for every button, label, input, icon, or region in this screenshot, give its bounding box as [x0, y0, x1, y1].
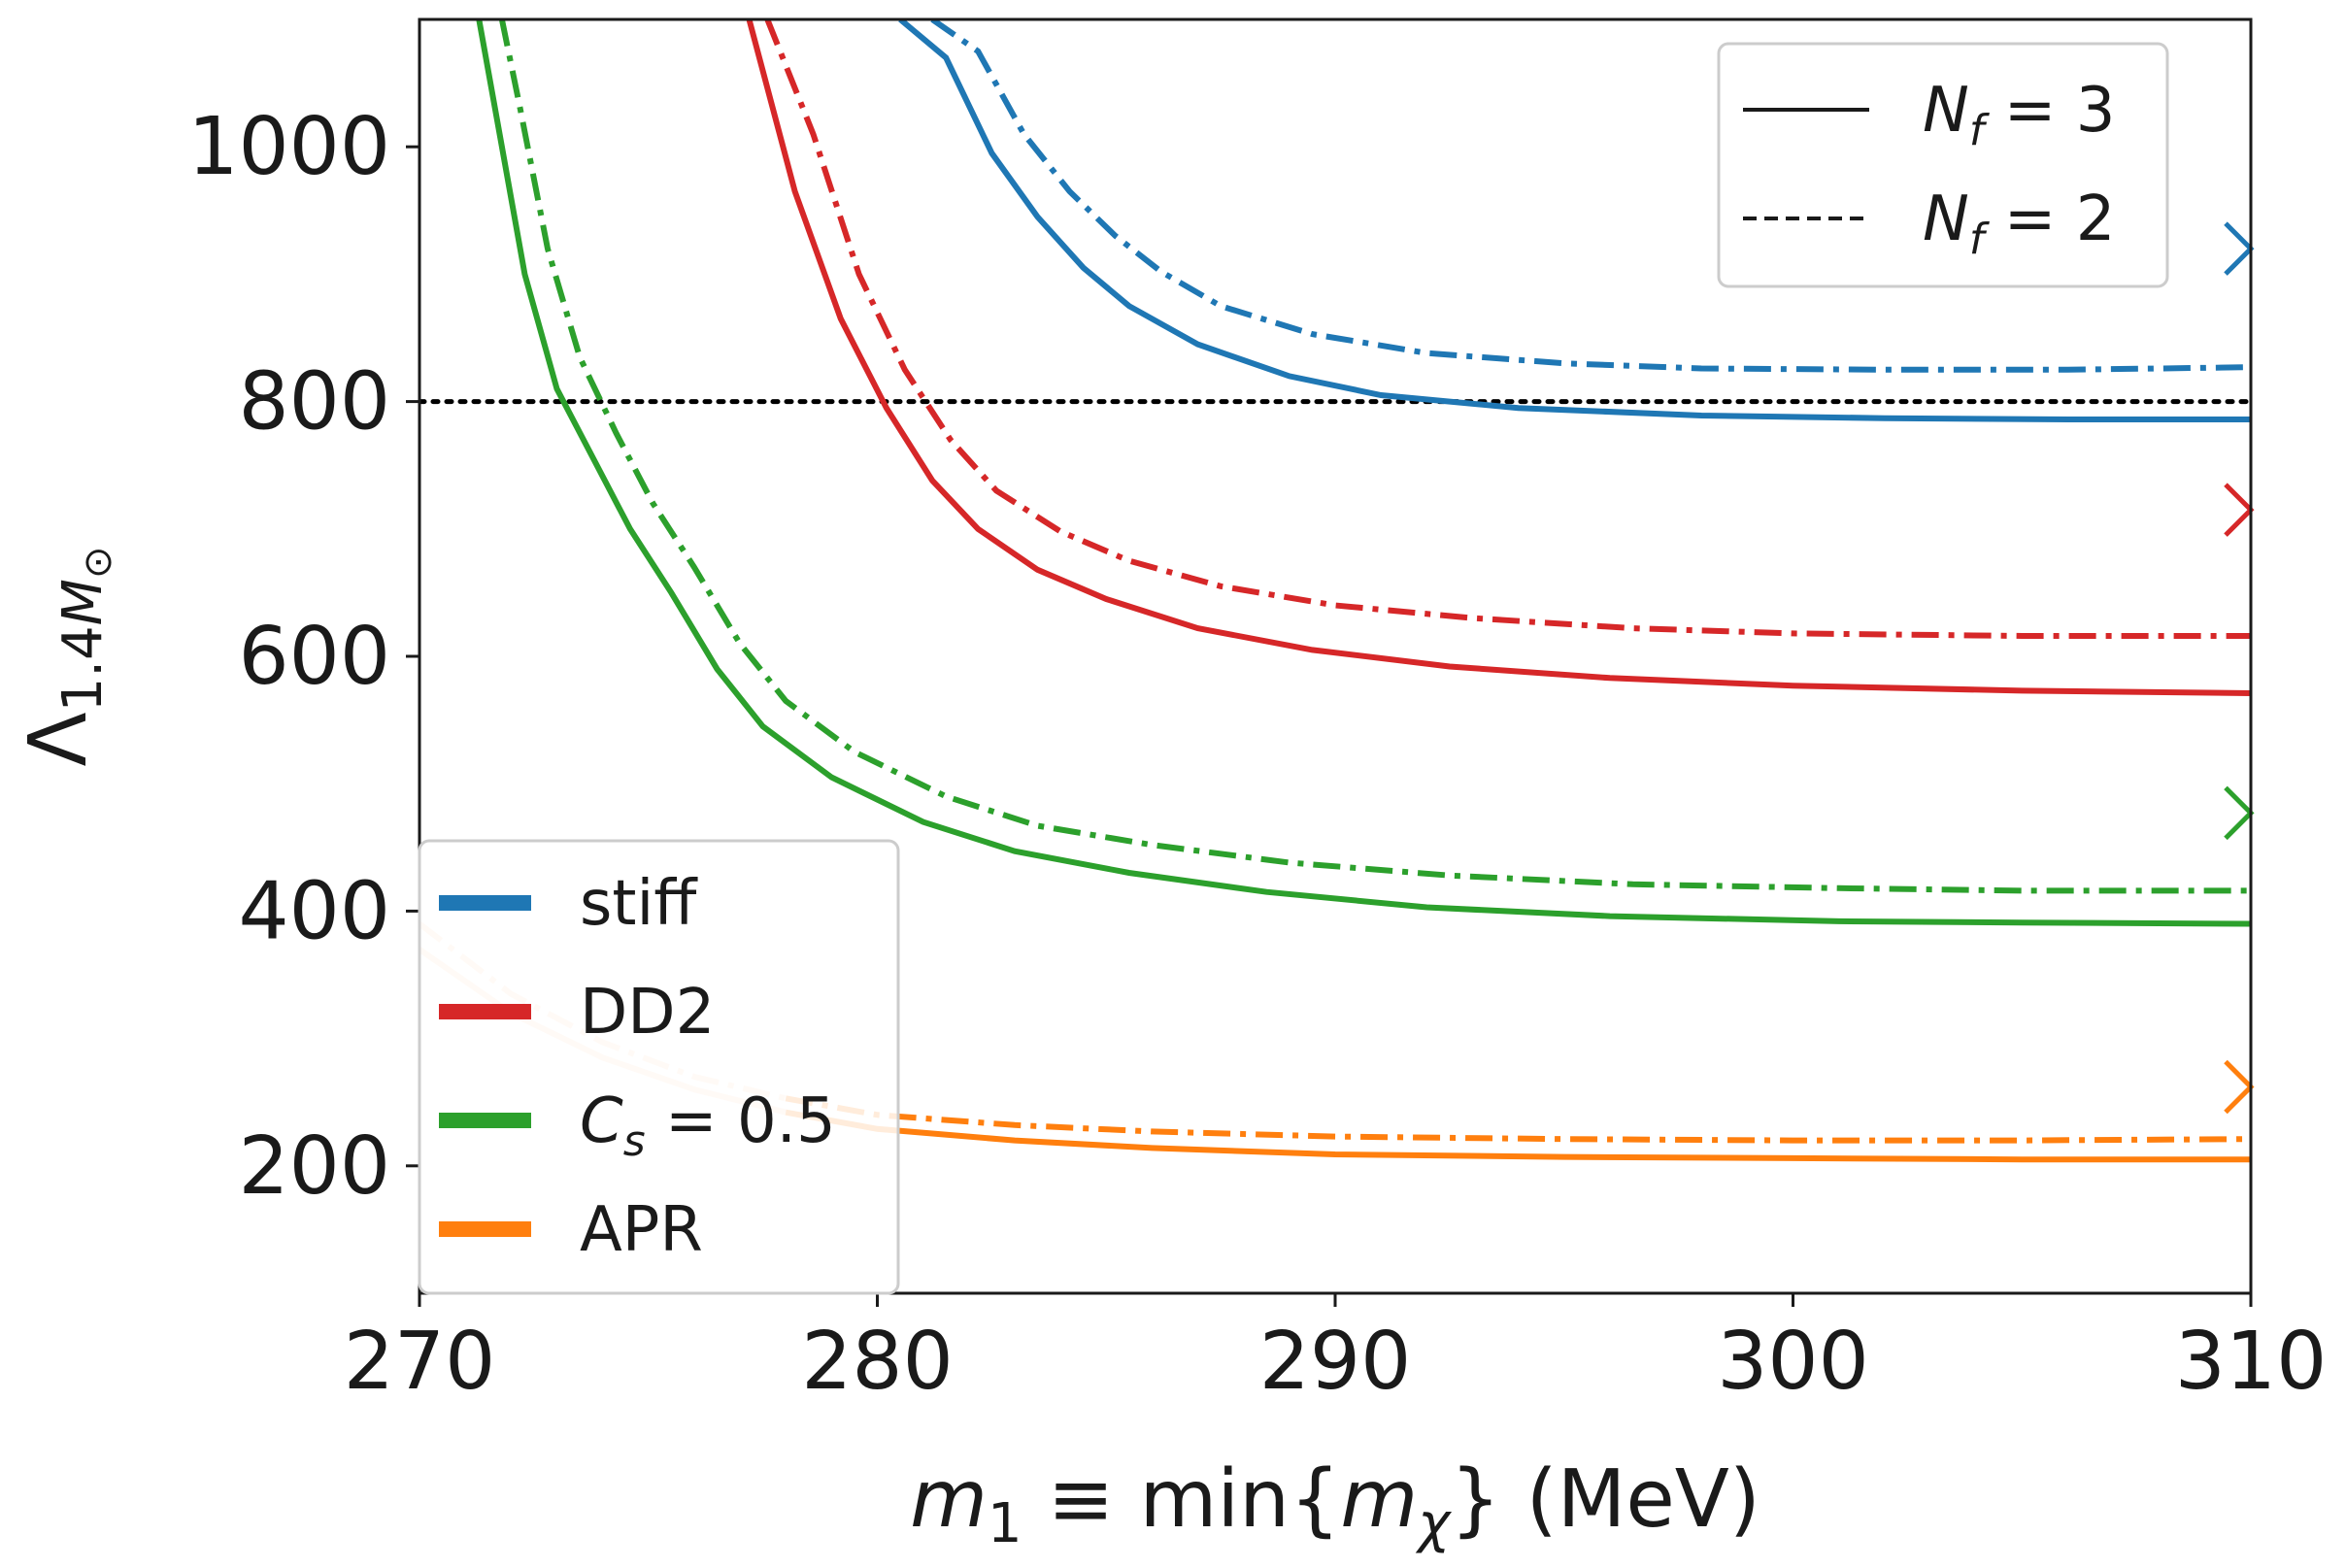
legend-cs-sub: s	[623, 1117, 646, 1166]
x-title-m2-sub: χ	[1415, 1492, 1452, 1555]
legend-nf3-symbol: N	[1923, 75, 1969, 147]
x-tick-label: 290	[1259, 1316, 1412, 1408]
series-dd2-nf2	[764, 19, 2251, 639]
series-stiff-nf2	[930, 19, 2251, 373]
legend-nf3-label: Nf = 3	[1923, 75, 2115, 155]
x-tick-label: 300	[1717, 1316, 1869, 1408]
legend-nf3-text: = 3	[1984, 75, 2115, 147]
x-title-rel: ≡ min{	[1022, 1453, 1341, 1546]
legend-nf2-symbol: N	[1923, 183, 1969, 255]
legend-stiff-label: stiff	[580, 868, 698, 940]
y-axis-title: Λ1.4M⊙	[13, 546, 120, 766]
legend-cs-symbol: C	[580, 1085, 623, 1157]
legend-line-style: Nf = 3 Nf = 2	[1717, 42, 2169, 288]
series-c-s-0-5-nf2	[498, 19, 2251, 894]
y-tick-label: 400	[238, 865, 390, 957]
legend-apr-label: APR	[580, 1194, 703, 1266]
series-apr-nf2	[785, 1095, 2251, 1144]
x-title-m-sub: 1	[988, 1492, 1022, 1555]
data-layer	[419, 19, 2251, 1163]
legend-nf2-label: Nf = 2	[1923, 183, 2115, 264]
legend-cs-text: = 0.5	[646, 1085, 836, 1157]
x-title-m2: m	[1340, 1453, 1418, 1546]
x-title-close: }	[1450, 1453, 1500, 1546]
x-title-units: (MeV)	[1501, 1453, 1760, 1546]
y-tick-label: 200	[238, 1120, 390, 1213]
series-stiff-nf3	[898, 19, 2251, 422]
y-tick-label: 600	[238, 611, 390, 703]
plot-frame	[418, 17, 2253, 1295]
y-title-sun: ⊙	[76, 546, 120, 579]
y-axis-ticks: 200 400 600 800 1000	[187, 101, 419, 1213]
legend-cs-label: Cs = 0.5	[580, 1085, 836, 1166]
series-c-s-0-5-nf3	[476, 19, 2251, 927]
legend-nf2-text: = 2	[1984, 183, 2115, 255]
legend-eos: stiff DD2 Cs = 0.5 APR	[418, 839, 900, 1295]
x-title-m: m	[910, 1453, 988, 1546]
series-apr-nf3	[785, 1109, 2251, 1163]
y-title-lambda: Λ	[13, 712, 105, 766]
y-title-sub: 1.4	[51, 625, 115, 712]
series-dd2-nf3	[746, 19, 2251, 696]
legend-dd2-label: DD2	[580, 977, 715, 1049]
y-tick-label: 1000	[187, 101, 390, 193]
x-axis-title: m1 ≡ min{mχ} (MeV)	[910, 1453, 1760, 1555]
x-tick-label: 270	[344, 1316, 496, 1408]
y-tick-label: 800	[238, 356, 390, 449]
y-title-sub-m: M	[51, 579, 115, 625]
x-tick-label: 310	[2175, 1316, 2328, 1408]
x-tick-label: 280	[801, 1316, 954, 1408]
x-axis-ticks: 270 280 290 300 310	[344, 1293, 2328, 1408]
